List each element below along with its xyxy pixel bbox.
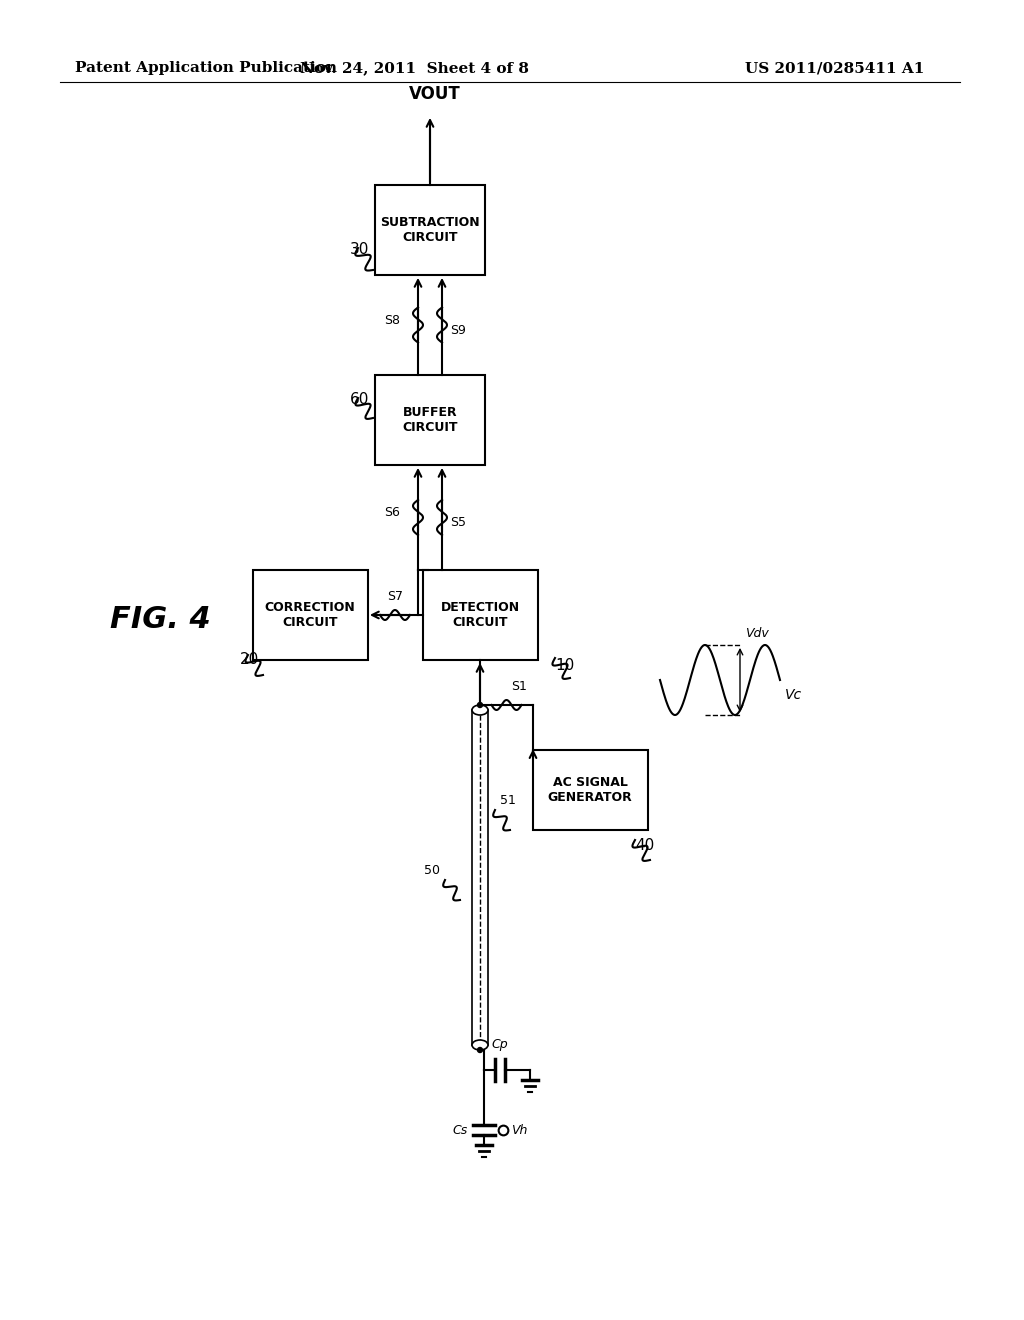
Bar	[375, 185, 485, 275]
Ellipse shape	[472, 1040, 488, 1049]
Text: AC SIGNAL
GENERATOR: AC SIGNAL GENERATOR	[548, 776, 633, 804]
Text: US 2011/0285411 A1: US 2011/0285411 A1	[745, 61, 925, 75]
Text: Vh: Vh	[511, 1123, 527, 1137]
Text: Cp: Cp	[492, 1038, 508, 1051]
Text: Vc: Vc	[785, 688, 802, 702]
Text: Patent Application Publication: Patent Application Publication	[75, 61, 337, 75]
Text: SUBTRACTION
CIRCUIT: SUBTRACTION CIRCUIT	[380, 216, 480, 244]
Bar	[375, 375, 485, 465]
Circle shape	[477, 1048, 482, 1052]
Text: FIG. 4: FIG. 4	[110, 606, 210, 635]
Text: S8: S8	[384, 314, 400, 326]
Text: CORRECTION
CIRCUIT: CORRECTION CIRCUIT	[264, 601, 355, 630]
Text: 20: 20	[240, 652, 259, 668]
Circle shape	[477, 702, 482, 708]
Bar	[532, 750, 647, 830]
Text: DETECTION
CIRCUIT: DETECTION CIRCUIT	[440, 601, 519, 630]
Text: VOUT: VOUT	[410, 84, 461, 103]
Text: S9: S9	[450, 323, 466, 337]
Text: Cs: Cs	[453, 1123, 468, 1137]
Text: BUFFER
CIRCUIT: BUFFER CIRCUIT	[402, 407, 458, 434]
Text: 51: 51	[500, 793, 516, 807]
Text: Vdv: Vdv	[745, 627, 769, 640]
Text: 30: 30	[350, 243, 370, 257]
Text: S5: S5	[450, 516, 466, 529]
Text: 40: 40	[635, 837, 654, 853]
Text: S6: S6	[384, 506, 400, 519]
Text: 50: 50	[424, 863, 440, 876]
Bar	[423, 570, 538, 660]
Text: 10: 10	[555, 657, 574, 672]
Ellipse shape	[472, 705, 488, 715]
Text: Nov. 24, 2011  Sheet 4 of 8: Nov. 24, 2011 Sheet 4 of 8	[300, 61, 529, 75]
Text: 60: 60	[350, 392, 370, 408]
Text: S1: S1	[512, 680, 527, 693]
Text: S7: S7	[387, 590, 403, 603]
Bar	[253, 570, 368, 660]
